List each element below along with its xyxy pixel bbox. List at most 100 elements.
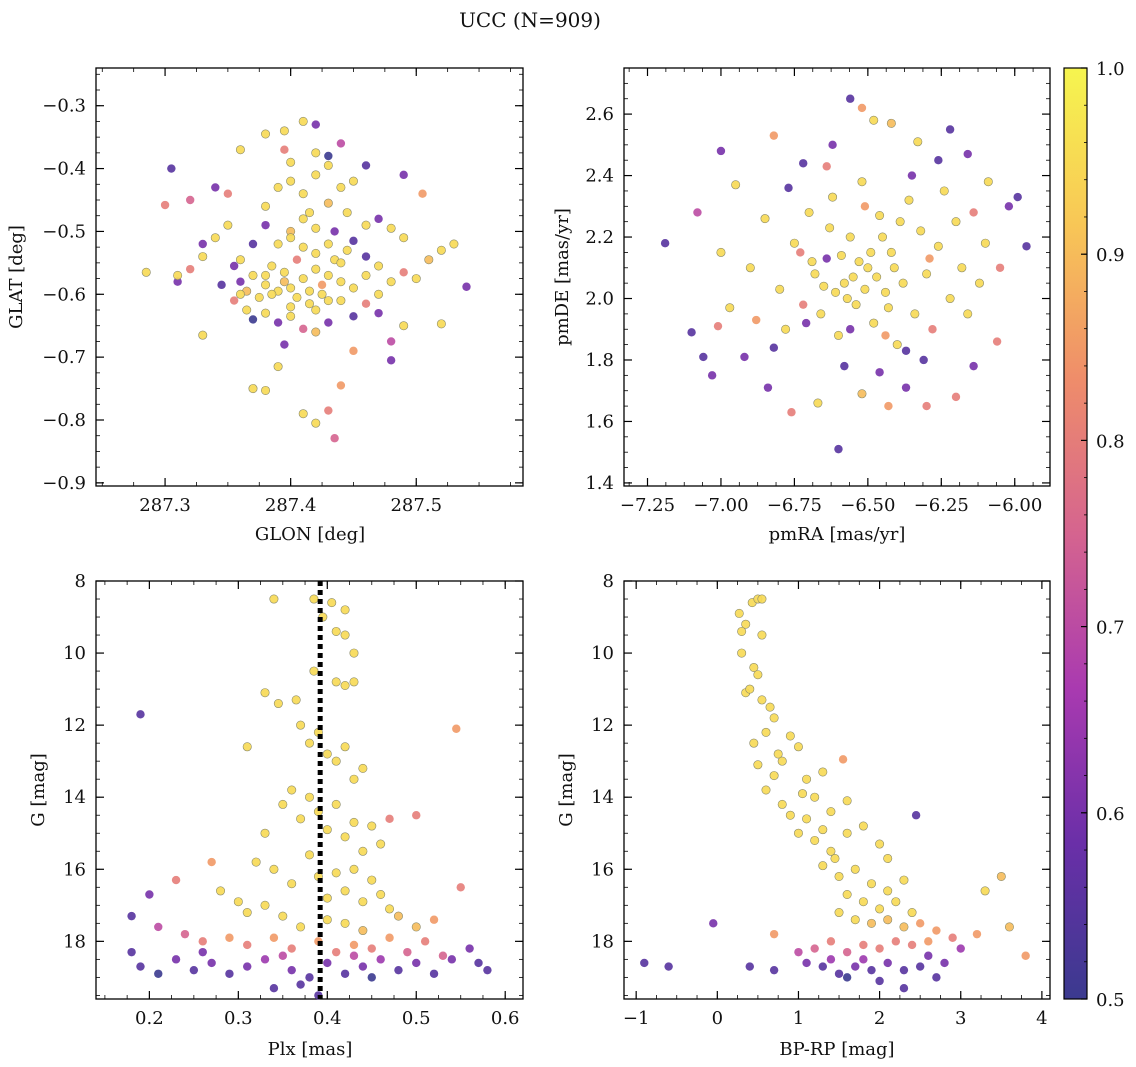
data-point	[273, 182, 283, 192]
colorbar-tick-label: 0.9	[1096, 245, 1125, 266]
data-point	[394, 965, 403, 975]
x-tick-label: 3	[955, 1008, 966, 1029]
data-point	[734, 608, 744, 618]
data-point	[753, 670, 763, 680]
data-point	[753, 760, 763, 770]
data-point	[802, 958, 811, 968]
data-point	[819, 281, 829, 291]
data-point	[664, 962, 673, 971]
data-point	[280, 145, 289, 154]
data-point	[173, 277, 182, 286]
plot-pmra-pmde: −7.25 −7.00 −6.75 −6.50 −6.25 −6.00 1.4 1.6 1.8 2…	[552, 67, 1051, 545]
data-point	[361, 299, 371, 308]
data-point	[311, 327, 321, 337]
data-point	[269, 864, 279, 874]
data-point	[793, 742, 803, 752]
data-point	[834, 908, 844, 918]
y-tick-label: 1.4	[585, 473, 614, 494]
data-point	[757, 630, 767, 640]
y-tick-label: −0.5	[42, 221, 86, 242]
data-point	[769, 771, 779, 781]
x-axis-label: BP-RP [mag]	[779, 1039, 894, 1060]
data-point	[211, 183, 220, 192]
data-point	[940, 958, 949, 968]
x-tick-label: −6.75	[767, 495, 822, 516]
x-tick-label: 0.3	[224, 1008, 253, 1029]
plot-plx-g: 0.2 0.3 0.4 0.5 0.6 8 10 12 14 16 18 Plx [mas] G […	[28, 571, 524, 1060]
data-point	[731, 180, 741, 190]
data-point	[385, 933, 394, 942]
data-point	[361, 220, 371, 230]
data-point	[340, 630, 350, 640]
data-point	[842, 947, 852, 957]
data-point	[243, 940, 252, 950]
data-point	[349, 774, 359, 784]
y-tick-label: 14	[63, 787, 86, 808]
data-point	[1004, 202, 1014, 211]
data-point	[911, 811, 921, 820]
data-point	[374, 214, 383, 224]
plot-frame	[623, 580, 1051, 1000]
data-point	[207, 857, 216, 867]
data-point	[399, 170, 408, 180]
data-point	[304, 850, 314, 860]
data-point	[834, 871, 844, 881]
y-tick-label: 10	[63, 643, 86, 664]
scatter-points	[127, 594, 492, 1000]
data-point	[254, 292, 264, 302]
data-point	[857, 389, 867, 399]
data-point	[775, 284, 785, 294]
data-point	[287, 965, 296, 975]
data-point	[886, 247, 896, 257]
data-point	[336, 182, 346, 192]
data-point	[304, 738, 314, 748]
plot-frame	[95, 580, 524, 1000]
x-tick-label: 287.3	[139, 495, 191, 516]
data-point	[374, 261, 384, 271]
y-tick-label: 18	[591, 931, 614, 952]
data-point	[465, 944, 474, 953]
data-point	[336, 258, 346, 268]
data-point	[995, 263, 1005, 272]
data-point	[324, 406, 333, 415]
data-point	[349, 648, 359, 658]
data-point	[907, 171, 917, 180]
data-point	[324, 151, 333, 161]
data-point	[883, 886, 893, 896]
data-point	[974, 278, 984, 288]
data-point	[278, 951, 288, 960]
data-point	[963, 309, 973, 319]
data-point	[279, 126, 289, 136]
data-point	[279, 277, 289, 287]
data-point	[311, 418, 321, 428]
data-point	[296, 922, 306, 932]
data-point	[822, 162, 831, 171]
data-point	[838, 755, 848, 764]
data-point	[296, 720, 306, 730]
data-point	[796, 248, 805, 257]
data-point	[358, 763, 368, 773]
data-point	[765, 702, 775, 712]
data-point	[340, 969, 350, 978]
data-point	[869, 115, 879, 125]
data-point	[411, 274, 421, 284]
data-point	[261, 201, 271, 211]
data-point	[154, 969, 163, 978]
data-point	[286, 311, 296, 321]
data-point	[883, 853, 893, 863]
data-point	[860, 284, 870, 294]
data-point	[769, 965, 779, 975]
data-point	[323, 239, 333, 249]
data-point	[875, 944, 884, 953]
data-point	[185, 264, 195, 274]
data-point	[330, 434, 339, 443]
data-point	[846, 94, 855, 103]
y-tick-label: 10	[591, 643, 614, 664]
data-point	[374, 308, 383, 318]
data-point	[769, 713, 779, 723]
data-point	[399, 233, 409, 243]
data-point	[939, 186, 949, 196]
data-point	[296, 980, 305, 989]
data-point	[932, 926, 941, 935]
x-axis-label: Plx [mas]	[268, 1039, 353, 1060]
